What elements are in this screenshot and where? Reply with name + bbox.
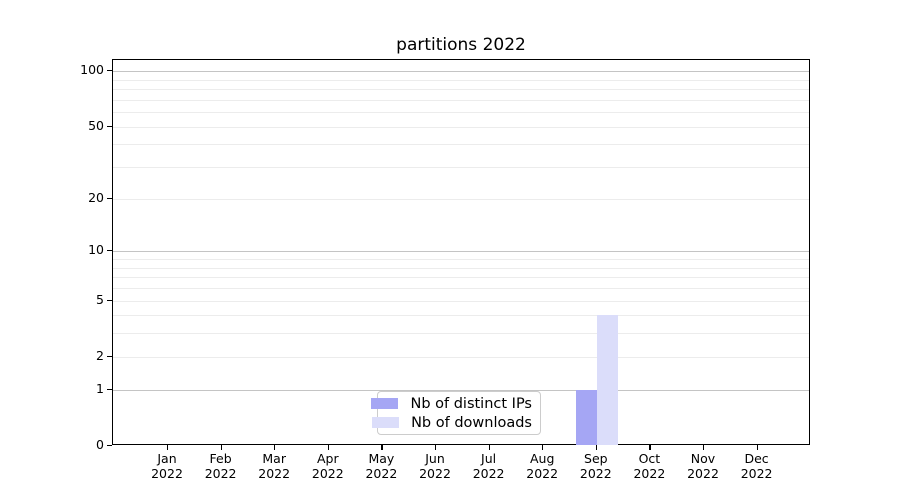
chart-title: partitions 2022 [396, 35, 526, 55]
legend-entry-distinct-ips: Nb of distinct IPs [371, 395, 532, 412]
x-tick-mark-feb [220, 445, 222, 450]
x-tick-label-nov: Nov 2022 [687, 451, 719, 481]
legend-label-distinct-ips: Nb of distinct IPs [410, 395, 532, 412]
x-tick-mark-sep [595, 445, 597, 450]
gridline-50 [113, 126, 809, 128]
x-tick-label-sep: Sep 2022 [579, 451, 612, 481]
x-tick-label-jun: Jun 2022 [419, 451, 451, 481]
y-tick-mark-5 [107, 299, 112, 301]
gridline-20 [113, 198, 809, 200]
x-tick-label-may: May 2022 [365, 451, 398, 481]
bar-sep-downloads [596, 315, 618, 445]
y-tick-label-0: 0 [96, 437, 104, 452]
gridline-2 [113, 356, 809, 358]
y-tick-label-100: 100 [80, 62, 104, 78]
y-tick-mark-20 [107, 197, 112, 199]
legend-swatch-downloads-icon [372, 417, 400, 428]
y-tick-mark-100 [107, 70, 112, 72]
x-tick-mark-may [381, 445, 383, 450]
y-tick-mark-0 [107, 445, 112, 447]
x-tick-mark-jul [488, 445, 490, 450]
x-tick-label-apr: Apr 2022 [311, 451, 344, 481]
gridline-4 [113, 315, 809, 317]
gridline-8 [113, 267, 809, 269]
x-tick-label-jan: Jan 2022 [151, 451, 183, 481]
x-tick-mark-nov [703, 445, 705, 450]
x-tick-label-dec: Dec 2022 [740, 451, 773, 481]
gridline-90 [113, 79, 809, 81]
legend-swatch-distinct-ips-icon [371, 398, 399, 409]
gridline-3 [113, 333, 809, 335]
x-tick-mark-dec [756, 445, 758, 450]
y-tick-mark-10 [107, 250, 112, 252]
y-tick-mark-1 [107, 388, 112, 390]
y-tick-label-1: 1 [96, 380, 104, 396]
y-tick-mark-2 [107, 355, 112, 357]
gridline-30 [113, 167, 809, 169]
x-tick-mark-aug [542, 445, 544, 450]
legend-entry-downloads: Nb of downloads [372, 414, 532, 431]
y-tick-label-5: 5 [96, 291, 104, 307]
x-tick-mark-mar [274, 445, 276, 450]
legend-label-downloads: Nb of downloads [411, 414, 532, 431]
x-tick-label-aug: Aug 2022 [526, 451, 559, 481]
x-tick-label-mar: Mar 2022 [258, 451, 291, 481]
gridline-100 [113, 71, 809, 73]
gridline-1 [113, 389, 809, 391]
x-tick-label-oct: Oct 2022 [633, 451, 666, 481]
x-tick-mark-jan [167, 445, 169, 450]
gridline-10 [113, 251, 809, 253]
x-tick-label-feb: Feb 2022 [204, 451, 237, 481]
plot-area [112, 59, 810, 445]
legend: Nb of distinct IPs Nb of downloads [371, 391, 541, 435]
gridline-40 [113, 144, 809, 146]
gridline-9 [113, 259, 809, 260]
y-tick-label-50: 50 [88, 117, 104, 133]
y-tick-label-10: 10 [88, 242, 104, 258]
y-tick-label-2: 2 [96, 347, 104, 363]
x-tick-label-jul: Jul 2022 [472, 451, 505, 481]
gridline-6 [113, 288, 809, 289]
x-tick-mark-jun [435, 445, 437, 450]
y-tick-label-20: 20 [88, 189, 104, 205]
gridline-70 [113, 99, 809, 101]
x-tick-mark-oct [649, 445, 651, 450]
y-tick-mark-50 [107, 125, 112, 127]
bar-sep-distinct-ips [575, 389, 597, 445]
gridline-80 [113, 89, 809, 91]
gridline-5 [113, 300, 809, 302]
gridline-7 [113, 277, 809, 279]
gridline-60 [113, 112, 809, 114]
x-tick-mark-apr [327, 445, 329, 450]
